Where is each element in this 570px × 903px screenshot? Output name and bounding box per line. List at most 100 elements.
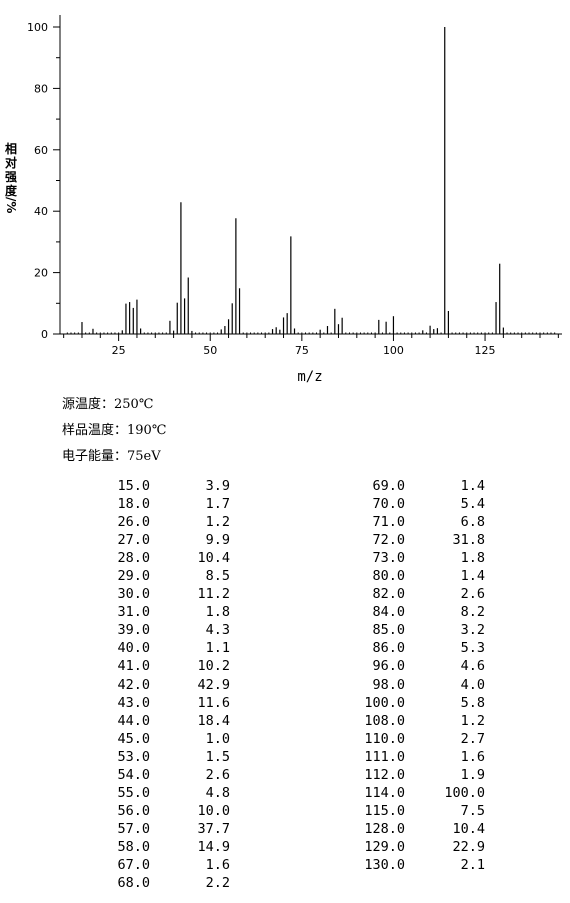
peak-mz: 112.0	[364, 766, 405, 783]
peak-mz: 114.0	[364, 784, 405, 801]
peak-mz: 57.0	[117, 820, 150, 837]
peak-mz: 27.0	[117, 532, 150, 549]
peak-mz: 84.0	[372, 604, 405, 621]
x-tick-label: 125	[475, 344, 496, 357]
peak-mz: 70.0	[372, 496, 405, 513]
peak-mz: 128.0	[364, 820, 405, 837]
peak-mz: 55.0	[117, 784, 150, 801]
sample-temperature: 样品温度：190℃	[62, 423, 167, 438]
peak-abundance: 9.9	[205, 532, 230, 549]
peak-abundance: 2.6	[205, 766, 230, 783]
peak-mz: 45.0	[117, 730, 150, 747]
peak-table-row: 55.0 4.8	[90, 784, 230, 802]
peak-mz: 129.0	[364, 838, 405, 855]
peak-mz: 15.0	[117, 478, 150, 494]
peak-mz: 115.0	[364, 802, 405, 819]
peak-mz: 110.0	[364, 730, 405, 747]
chart-ticks: 0 20 40 60 80 100 25 50 75 100 125	[27, 21, 559, 357]
peak-abundance: 37.7	[197, 820, 230, 837]
peak-table-row: 98.0 4.0	[345, 676, 485, 694]
peak-table-row: 82.0 2.6	[345, 585, 485, 603]
peak-mz: 56.0	[117, 802, 150, 819]
peak-table-row: 56.0 10.0	[90, 802, 230, 820]
peak-mz: 41.0	[117, 658, 150, 675]
peak-abundance: 2.7	[460, 730, 485, 747]
peak-mz: 39.0	[117, 622, 150, 639]
peak-table-row: 18.0 1.7	[90, 495, 230, 513]
peak-abundance: 2.2	[205, 875, 230, 892]
peak-abundance: 4.0	[460, 676, 485, 693]
peak-table-row: 114.0 100.0	[345, 784, 485, 802]
peak-mz: 71.0	[372, 514, 405, 531]
peak-table-row: 28.0 10.4	[90, 549, 230, 567]
peak-mz: 31.0	[117, 604, 150, 621]
peak-abundance: 10.4	[197, 550, 230, 567]
peak-table-row: 30.0 11.2	[90, 585, 230, 603]
peak-table-row: 41.0 10.2	[90, 657, 230, 675]
chart-bars	[81, 27, 504, 334]
peak-table-row: 111.0 1.6	[345, 748, 485, 766]
peak-mz: 67.0	[117, 856, 150, 873]
electron-energy: 电子能量：75eV	[62, 449, 161, 464]
peak-abundance: 1.9	[460, 766, 485, 783]
peak-abundance: 18.4	[197, 712, 230, 729]
peak-mz: 98.0	[372, 676, 405, 693]
x-tick-label: 75	[295, 344, 309, 357]
peak-table-row: 58.0 14.9	[90, 838, 230, 856]
peak-table-row: 15.0 3.9	[90, 477, 230, 495]
peak-mz: 73.0	[372, 550, 405, 567]
peak-mz: 44.0	[117, 712, 150, 729]
y-tick-label: 20	[34, 267, 48, 280]
peak-abundance: 4.8	[205, 784, 230, 801]
peak-abundance: 2.1	[460, 856, 485, 873]
peak-mz: 40.0	[117, 640, 150, 657]
peak-mz: 43.0	[117, 694, 150, 711]
peak-mz: 69.0	[372, 478, 405, 494]
peak-abundance: 8.2	[460, 604, 485, 621]
peak-table-row: 39.0 4.3	[90, 621, 230, 639]
peak-table-row: 54.0 2.6	[90, 766, 230, 784]
y-axis-label: 相 对 强 度 /%	[3, 142, 19, 213]
peak-mz: 53.0	[117, 748, 150, 765]
peak-table-row: 57.0 37.7	[90, 820, 230, 838]
peak-table-row: 27.0 9.9	[90, 531, 230, 549]
peak-table-row: 45.0 1.0	[90, 730, 230, 748]
peak-table-row: 67.0 1.6	[90, 856, 230, 874]
peak-table-row: 31.0 1.8	[90, 603, 230, 621]
peak-abundance: 1.5	[205, 748, 230, 765]
peak-abundance: 10.0	[197, 802, 230, 819]
peak-table-row: 70.0 5.4	[345, 495, 485, 513]
peak-mz: 82.0	[372, 586, 405, 603]
peak-table-row: 115.0 7.5	[345, 802, 485, 820]
acquisition-conditions: 源温度：250℃ 样品温度：190℃ 电子能量：75eV	[62, 392, 166, 470]
peak-abundance: 100.0	[444, 784, 485, 801]
peak-mz: 29.0	[117, 568, 150, 585]
peak-table-right: 69.0 1.4 70.0 5.4 71.0 6.8 72.0 31.8 73.0 1.8 80.0…	[345, 477, 485, 874]
peak-table-left: 15.0 3.9 18.0 1.7 26.0 1.2 27.0 9.9 28.0 10.4 29.0…	[90, 477, 230, 892]
y-tick-label: 0	[41, 328, 48, 341]
y-axis-label-char-2: 对	[4, 156, 17, 170]
peak-mz: 30.0	[117, 586, 150, 603]
peak-abundance: 1.0	[205, 730, 230, 747]
peak-table-row: 73.0 1.8	[345, 549, 485, 567]
peak-abundance: 8.5	[205, 568, 230, 585]
peak-mz: 100.0	[364, 694, 405, 711]
peak-abundance: 10.2	[197, 658, 230, 675]
y-tick-label: 40	[34, 205, 48, 218]
y-axis-label-char-1: 相	[4, 142, 17, 156]
peak-abundance: 1.8	[460, 550, 485, 567]
peak-mz: 96.0	[372, 658, 405, 675]
peak-abundance: 3.9	[205, 478, 230, 494]
peak-abundance: 5.8	[460, 694, 485, 711]
peak-abundance: 5.4	[460, 496, 485, 513]
source-temperature: 源温度：250℃	[62, 397, 154, 412]
peak-abundance: 1.6	[460, 748, 485, 765]
peak-abundance: 1.2	[205, 514, 230, 531]
peak-table-row: 40.0 1.1	[90, 639, 230, 657]
peak-mz: 58.0	[117, 838, 150, 855]
peak-mz: 108.0	[364, 712, 405, 729]
peak-abundance: 31.8	[452, 532, 485, 549]
peak-table-row: 130.0 2.1	[345, 856, 485, 874]
peak-abundance: 22.9	[452, 838, 485, 855]
peak-table-row: 53.0 1.5	[90, 748, 230, 766]
